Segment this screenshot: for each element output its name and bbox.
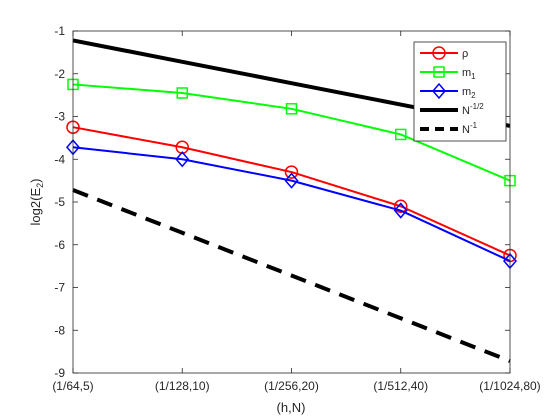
legend-marker (432, 46, 446, 60)
legend-marker (432, 82, 446, 100)
legend-item: N-1/2 (420, 102, 484, 117)
series-line (72, 126, 511, 257)
y-tick-label: -8 (54, 323, 65, 337)
y-tick-label: -3 (54, 110, 65, 124)
data-point (394, 199, 408, 214)
y-tick-label: -4 (54, 152, 65, 166)
x-axis: (1/64,5) (1/128,10) (1/256,20) (1/512,40) (1… (52, 31, 541, 393)
legend-label: N-1 (462, 121, 478, 136)
x-tick-label: (1/1024,80) (479, 379, 540, 393)
data-point (175, 151, 190, 168)
legend-label: m1 (462, 67, 476, 81)
legend: ρ m1 m2 N-1/2 N-1 (413, 41, 507, 142)
y-tick-label: -6 (54, 238, 65, 252)
x-tick-label: (1/256,20) (264, 379, 319, 393)
data-point (176, 87, 188, 99)
x-tick-label: (1/128,10) (155, 379, 210, 393)
legend-label: ρ (462, 48, 468, 60)
data-point (393, 202, 408, 219)
y-tick-label: -5 (54, 195, 65, 209)
data-point (285, 103, 298, 115)
data-point (284, 165, 299, 179)
y-tick-label: -9 (54, 366, 65, 380)
legend-item: ρ (420, 46, 468, 60)
legend-label: N-1/2 (462, 102, 484, 117)
legend-item: m1 (420, 66, 476, 81)
legend-item: N-1 (420, 121, 478, 136)
y-axis: -9 -8 -7 -6 -5 -4 -3 -2 -1 (54, 24, 510, 380)
y-tick-label: -7 (54, 281, 65, 295)
x-axis-label: (h,N) (277, 400, 306, 415)
series-line (72, 188, 511, 363)
data-point (395, 128, 407, 141)
legend-label: m2 (462, 86, 476, 100)
series-4 (72, 188, 511, 363)
data-point (284, 172, 299, 189)
legend-marker (433, 66, 445, 78)
series-line (72, 83, 511, 182)
legend-item: m2 (420, 82, 476, 100)
series-line (72, 146, 511, 262)
y-tick-label: -2 (54, 67, 65, 81)
x-tick-label: (1/64,5) (52, 379, 93, 393)
y-tick-label: -1 (54, 24, 65, 38)
y-axis-label: log2(E2) (28, 179, 45, 226)
x-tick-label: (1/512,40) (373, 379, 428, 393)
